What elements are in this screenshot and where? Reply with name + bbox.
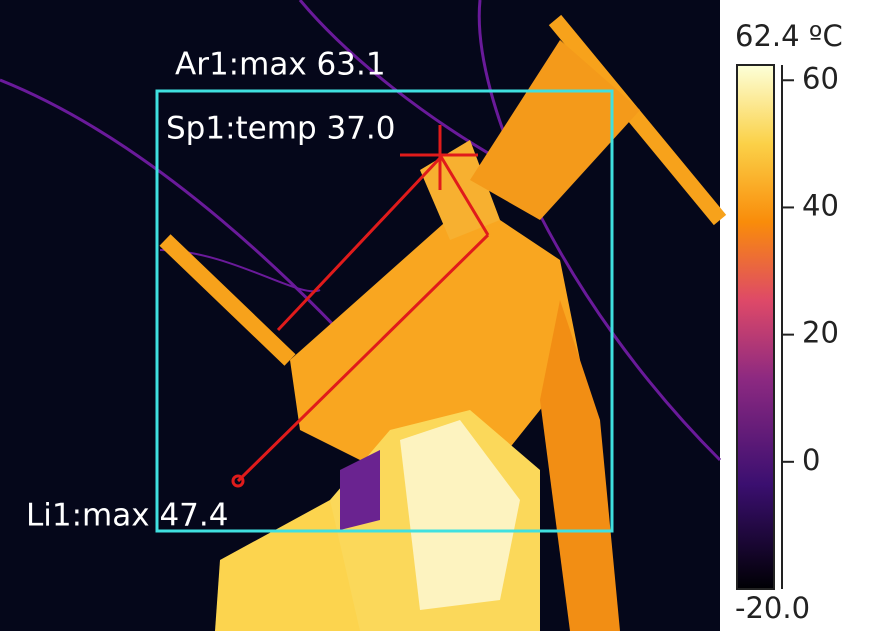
scale-max: 62.4 ºC — [735, 19, 843, 53]
scale-tick-label: 0 — [802, 443, 820, 477]
scale-min: -20.0 — [735, 591, 810, 625]
color-bar — [736, 64, 775, 590]
area-box — [155, 89, 614, 533]
area-label: Ar1:max 63.1 — [175, 47, 386, 83]
line-label: Li1:max 47.4 — [26, 498, 228, 534]
thermal-image — [0, 0, 727, 631]
scale-tick-label: 40 — [802, 188, 839, 222]
measure-lines — [231, 125, 490, 488]
scale-tick-label: 60 — [802, 61, 839, 95]
scale-tick-label: 20 — [802, 316, 839, 350]
spot-label: Sp1:temp 37.0 — [166, 111, 396, 147]
